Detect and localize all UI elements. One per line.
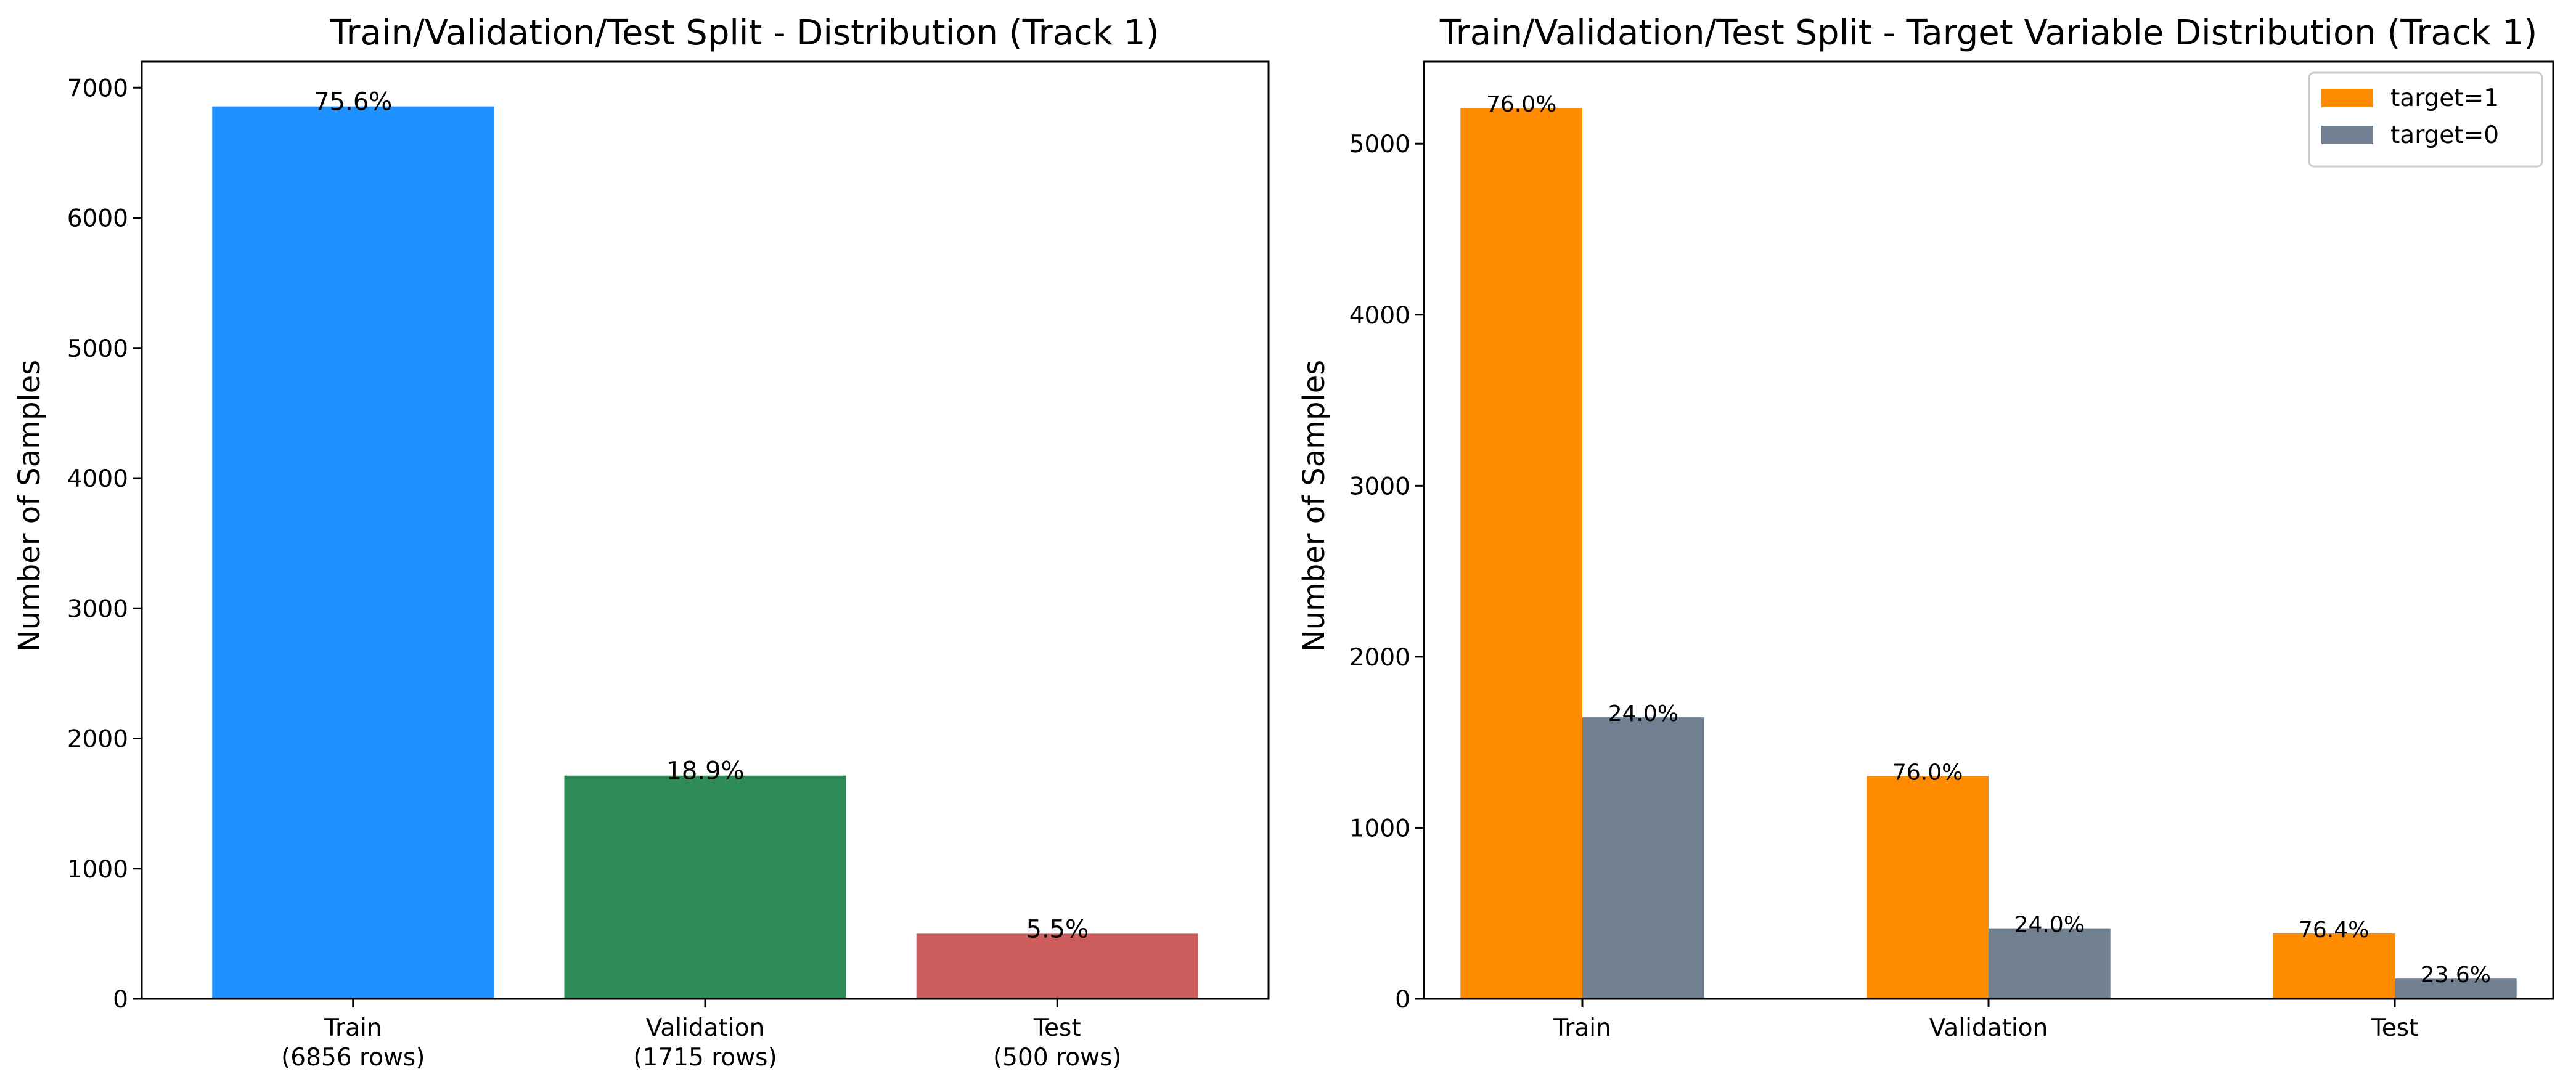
legend-label-target-1: target=1 xyxy=(2390,84,2499,112)
bar-validation-target-1 xyxy=(1867,776,1989,999)
legend-label-target-0: target=0 xyxy=(2390,121,2499,149)
chart2-x-ticks: Train Validation Test xyxy=(1553,999,2418,1042)
chart1-y-tick-label: 6000 xyxy=(67,205,128,233)
chart1-y-tick-label: 1000 xyxy=(67,856,128,884)
chart1-frame xyxy=(141,60,1270,1000)
data-label-validation-target-1: 76.0% xyxy=(1892,760,1963,785)
x-tick-label-train: Train xyxy=(1553,1014,1611,1042)
bar-train-target-0 xyxy=(1582,717,1704,999)
chart2-y-tick-label: 5000 xyxy=(1349,131,1410,158)
bar-test-target-1 xyxy=(2273,933,2395,999)
chart1-y-tick-label: 5000 xyxy=(67,335,128,363)
chart1-x-ticks: Train (6856 rows) Validation (1715 rows) Tes… xyxy=(281,999,1122,1072)
chart2-y-axis-label: Number of Samples xyxy=(1297,360,1331,653)
chart2-data-labels: 76.0% 76.0% 76.4% 24.0% 24.0% 23.6% xyxy=(1486,92,2491,988)
data-label-train: 75.6% xyxy=(314,88,392,116)
data-label-test-target-0: 23.6% xyxy=(2421,962,2491,988)
x-tick-label-validation: Validation xyxy=(1929,1014,2048,1042)
bar-validation-target-0 xyxy=(1989,928,2111,999)
data-label-train-target-1: 76.0% xyxy=(1486,92,1556,117)
chart1-y-tick-label: 4000 xyxy=(67,465,128,493)
bar-train-target-1 xyxy=(1460,107,1583,999)
chart2-bars xyxy=(1460,107,2517,999)
chart2-y-tick-label: 3000 xyxy=(1349,473,1410,500)
data-label-validation-target-0: 24.0% xyxy=(2014,913,2085,938)
legend-swatch-target-1 xyxy=(2321,89,2373,107)
legend-swatch-target-0 xyxy=(2321,126,2373,144)
chart2-legend: target=1 target=0 xyxy=(2308,71,2543,168)
data-label-train-target-0: 24.0% xyxy=(1608,701,1678,726)
chart2-title: Train/Validation/Test Split - Target Var… xyxy=(1439,13,2537,53)
bar-train xyxy=(212,106,494,999)
chart1-bars xyxy=(212,106,1198,999)
chart2-y-tick-label: 4000 xyxy=(1349,302,1410,330)
data-label-test: 5.5% xyxy=(1026,915,1089,943)
chart2-y-tick-label: 0 xyxy=(1395,986,1410,1014)
x-tick-label-test: Test (500 rows) xyxy=(993,1014,1122,1072)
chart1-y-tick-label: 2000 xyxy=(67,726,128,754)
chart1-y-axis-label: Number of Samples xyxy=(12,360,47,653)
x-tick-label-validation: Validation (1715 rows) xyxy=(633,1014,777,1072)
data-label-test-target-1: 76.4% xyxy=(2299,917,2369,943)
bar-test-target-0 xyxy=(2394,978,2517,999)
x-tick-label-test: Test xyxy=(2371,1014,2419,1042)
split-distribution-chart: Train/Validation/Test Split - Distributi… xyxy=(12,13,1270,1072)
chart1-y-tick-label: 7000 xyxy=(67,75,128,102)
data-label-validation: 18.9% xyxy=(666,757,744,786)
x-tick-label-train: Train (6856 rows) xyxy=(281,1014,425,1072)
chart1-y-tick-label: 3000 xyxy=(67,595,128,623)
chart2-y-ticks: 0 1000 2000 3000 4000 5000 xyxy=(1349,131,1424,1014)
chart2-frame xyxy=(1423,60,2554,1000)
chart1-y-ticks: 0 1000 2000 3000 4000 5000 6000 7000 xyxy=(67,75,142,1014)
chart2-y-tick-label: 1000 xyxy=(1349,815,1410,842)
bar-test xyxy=(916,933,1198,999)
chart1-title: Train/Validation/Test Split - Distributi… xyxy=(330,13,1159,53)
chart1-y-tick-label: 0 xyxy=(113,986,128,1014)
target-distribution-chart: Train/Validation/Test Split - Target Var… xyxy=(1297,13,2554,1042)
chart2-y-tick-label: 2000 xyxy=(1349,644,1410,672)
bar-validation xyxy=(564,775,846,999)
chart1-data-labels: 75.6% 18.9% 5.5% xyxy=(314,88,1089,944)
